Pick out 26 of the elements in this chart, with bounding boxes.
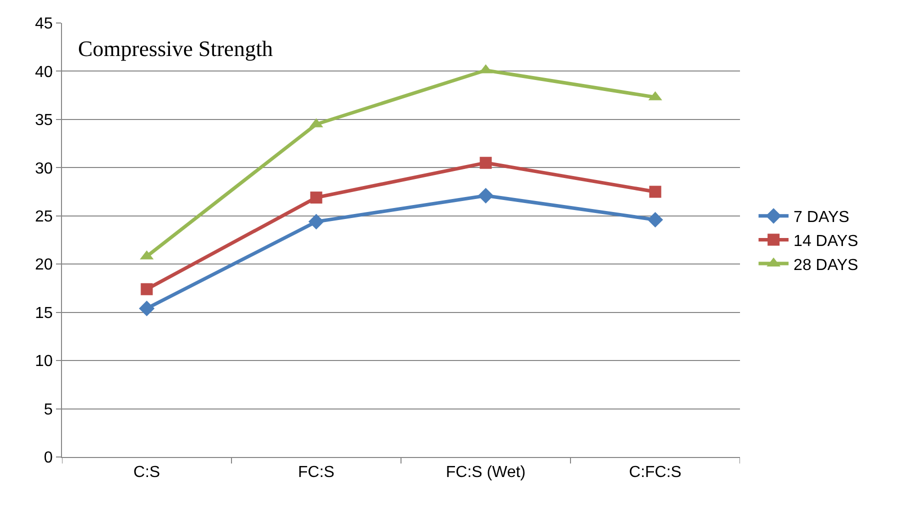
- y-tick-label: 5: [44, 401, 53, 418]
- legend-label: 14 DAYS: [794, 232, 858, 250]
- y-tick-label: 45: [35, 16, 53, 33]
- x-tick-label: FC:S (Wet): [446, 464, 526, 482]
- x-tick-label: C:FC:S: [629, 464, 682, 482]
- x-tick-label: FC:S: [298, 464, 334, 482]
- y-tick-label: 30: [35, 160, 53, 178]
- point: [140, 283, 153, 296]
- point: [478, 188, 494, 204]
- y-tick-label: 35: [35, 112, 53, 130]
- point: [647, 212, 664, 228]
- legend-label: 7 DAYS: [794, 209, 850, 226]
- point: [138, 300, 155, 316]
- legend-label: 28 DAYS: [794, 256, 858, 274]
- point: [649, 186, 662, 198]
- y-tick-label: 10: [35, 353, 53, 370]
- point: [310, 192, 322, 204]
- y-tick-label: 0: [44, 450, 53, 467]
- x-tick-label: C:S: [133, 464, 160, 482]
- y-tick-label: 15: [35, 304, 53, 322]
- y-tick-label: 40: [35, 64, 53, 81]
- point: [480, 156, 492, 169]
- y-tick-label: 25: [35, 208, 53, 226]
- point: [308, 214, 324, 230]
- text: Compressive Strength: [78, 36, 273, 61]
- y-tick-label: 20: [35, 256, 53, 274]
